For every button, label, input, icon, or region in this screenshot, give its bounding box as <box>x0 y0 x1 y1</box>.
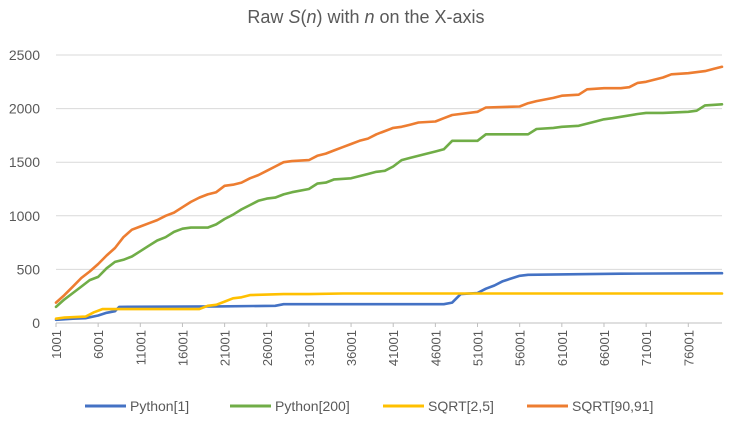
x-tick-label: 71001 <box>639 330 654 366</box>
y-tick-label: 2000 <box>9 101 40 117</box>
y-tick-label: 1000 <box>9 208 40 224</box>
x-tick-label: 41001 <box>386 330 401 366</box>
series-line-3 <box>54 65 724 304</box>
x-axis <box>55 322 722 327</box>
legend: Python[1] Python[200] SQRT[2,5] SQRT[90,91] <box>85 398 653 414</box>
legend-label: SQRT[2,5] <box>428 398 494 414</box>
x-tick-label: 46001 <box>428 330 443 366</box>
chart-title: Raw S(n) with n on the X-axis <box>247 7 484 27</box>
legend-label: SQRT[90,91] <box>572 398 653 414</box>
series-lines <box>54 65 724 322</box>
series-line-2 <box>54 292 724 321</box>
y-tick-label: 1500 <box>9 154 40 170</box>
legend-label: Python[1] <box>130 398 189 414</box>
y-tick-label: 2500 <box>9 47 40 63</box>
x-tick-label: 1001 <box>49 330 64 359</box>
x-tick-label: 66001 <box>597 330 612 366</box>
x-tick-label: 76001 <box>681 330 696 366</box>
x-tick-label: 6001 <box>91 330 106 359</box>
x-tick-label: 16001 <box>175 330 190 366</box>
x-tick-label: 31001 <box>302 330 317 366</box>
x-tick-label: 36001 <box>344 330 359 366</box>
series-line-1 <box>54 103 724 309</box>
x-tick-label: 11001 <box>133 330 148 365</box>
y-axis-ticks: 0 500 1000 1500 2000 2500 <box>9 47 40 331</box>
x-tick-label: 51001 <box>471 330 486 366</box>
x-tick-label: 56001 <box>513 330 528 366</box>
x-tick-label: 61001 <box>555 330 570 366</box>
legend-label: Python[200] <box>275 398 350 414</box>
y-tick-label: 0 <box>32 315 40 331</box>
x-axis-ticks: 1001 6001 11001 16001 21001 26001 31001 36001 41… <box>49 330 696 366</box>
y-tick-label: 500 <box>17 261 41 277</box>
series-line-0 <box>54 271 724 322</box>
x-tick-label: 21001 <box>218 330 233 366</box>
x-tick-label: 26001 <box>260 330 275 366</box>
